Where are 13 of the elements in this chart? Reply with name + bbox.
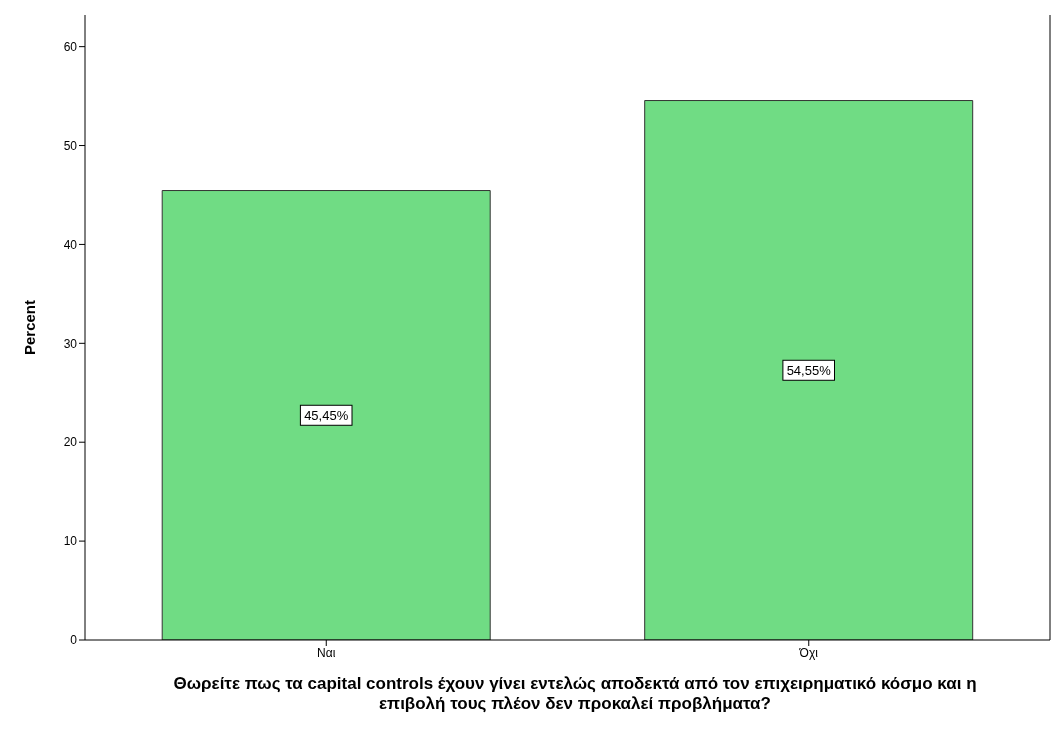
y-tick-label: 50 (63, 138, 78, 153)
data-label: 54,55% (786, 362, 832, 378)
y-tick-label: 0 (70, 633, 78, 648)
data-label: 45,45% (304, 407, 349, 423)
y-tick-label: 20 (63, 435, 78, 450)
y-tick-label: 30 (63, 336, 78, 351)
y-axis-title: Percent (21, 299, 39, 356)
y-tick-label: 60 (63, 39, 78, 54)
x-tick-label: Ναι (317, 645, 336, 660)
x-tick-label: Όχι (798, 645, 819, 660)
y-tick-label: 10 (63, 534, 78, 549)
x-axis-title: Θωρείτε πως τα capital controls έχουν γίνει εντελώς αποδεκτά από τον επιχειρηματικό κόσμο και η επιβολή τους πλέον δεν προκαλεί προβλήματα? (172, 674, 978, 714)
y-tick-label: 40 (63, 237, 78, 252)
